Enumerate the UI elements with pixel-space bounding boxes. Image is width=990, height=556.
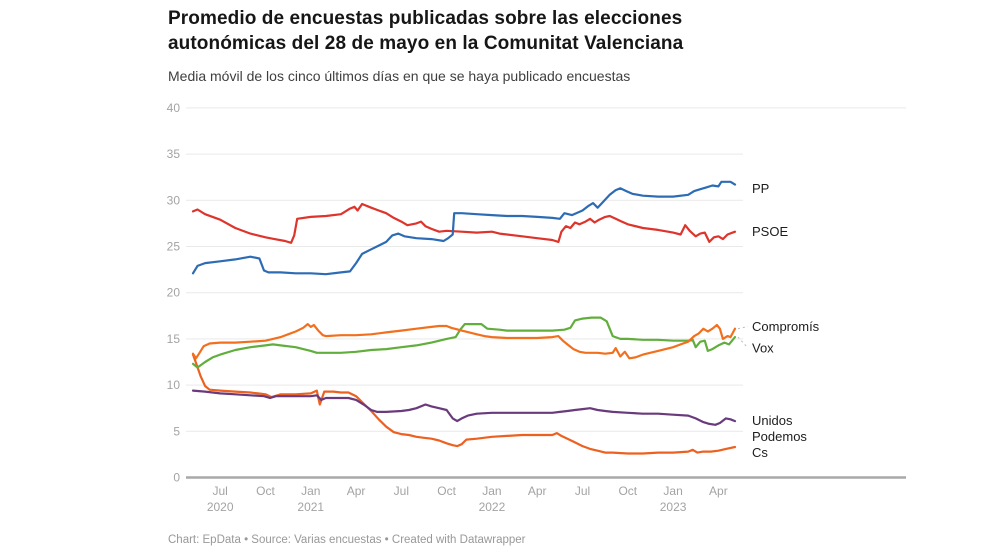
title-line-1: Promedio de encuestas publicadas sobre l… [168,8,683,29]
y-tick-label-10: 10 [167,378,181,392]
series-label-unidos-podemos-2: Podemos [752,429,807,444]
x-tick-label-apr: Apr [709,484,728,498]
series-line-unidos-podemos [191,389,737,426]
series-label-pp: PP [752,181,769,196]
x-tick-label-oct: Oct [437,484,456,498]
x-tick-year-2023: 2023 [660,500,687,514]
x-tick-label-jul2020: Jul [213,484,228,498]
label-connector-comprom-s [737,325,749,330]
x-tick-label-apr: Apr [528,484,547,498]
y-tick-label-0: 0 [173,471,180,485]
x-tick-label-jan2021: Jan [301,484,320,498]
x-tick-label-apr: Apr [347,484,366,498]
y-tick-label-35: 35 [167,147,181,161]
y-tick-label-15: 15 [167,332,181,346]
series-label-vox: Vox [752,341,774,356]
series-line-pp [191,180,737,276]
y-tick-label-25: 25 [167,240,181,254]
title-line-2: autonómicas del 28 de mayo en la Comunit… [168,33,684,54]
x-tick-year-2022: 2022 [479,500,506,514]
chart-subtitle: Media móvil de los cinco últimos días en… [168,68,631,84]
chart-attribution: Chart: EpData • Source: Varias encuestas… [168,534,526,546]
x-tick-year-2020: 2020 [207,500,234,514]
x-tick-label-jul: Jul [575,484,590,498]
y-tick-label-20: 20 [167,286,181,300]
x-tick-label-oct: Oct [618,484,637,498]
y-tick-label-40: 40 [167,101,181,115]
x-tick-label-jan2022: Jan [482,484,501,498]
series-line-comprom-s [191,323,737,360]
series-line-psoe [191,202,737,244]
x-tick-year-2021: 2021 [297,500,324,514]
series-line-vox [191,316,737,369]
series-label-unidos-podemos-1: Unidos [752,413,793,428]
series-label-cs: Cs [752,445,768,460]
x-tick-label-jan2023: Jan [663,484,682,498]
page-title: Promedio de encuestas publicadas sobre l… [168,6,848,56]
x-tick-label-jul: Jul [394,484,409,498]
series-line-cs [191,353,737,455]
x-tick-label-oct: Oct [256,484,275,498]
y-tick-label-5: 5 [173,424,180,438]
series-label-psoe: PSOE [752,224,788,239]
y-tick-label-30: 30 [167,193,181,207]
series-label-comprom-s: Compromís [752,319,820,334]
